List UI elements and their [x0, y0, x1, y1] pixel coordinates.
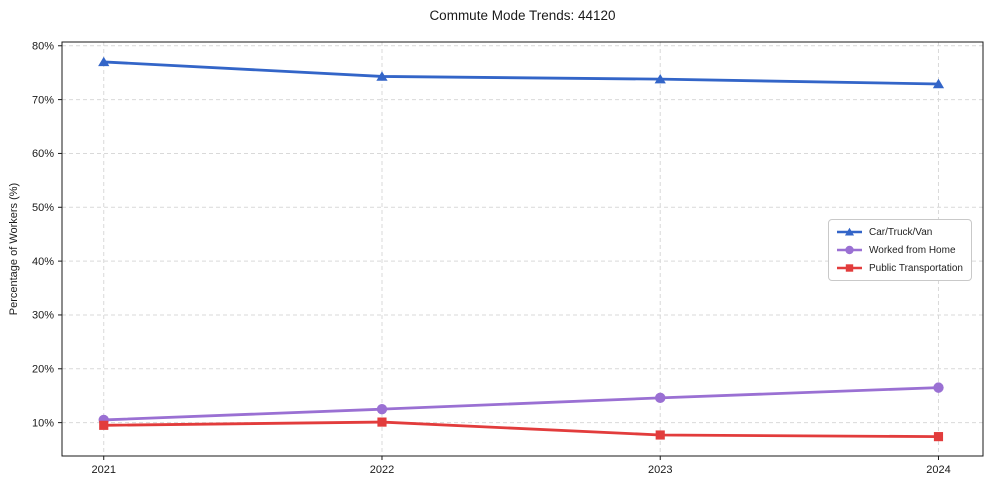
y-axis-label: Percentage of Workers (%) [8, 182, 20, 316]
legend-item-car-truck-van: Car/Truck/Van [836, 226, 964, 238]
y-tick-label: 60% [32, 148, 54, 160]
y-tick-label: 40% [32, 256, 54, 268]
x-tick-label: 2022 [370, 464, 394, 476]
data-point-public-transportation [377, 417, 387, 427]
plot-border [61, 41, 984, 457]
legend-triangle-marker-icon [837, 227, 862, 236]
y-tick-label: 70% [32, 94, 54, 106]
legend-triangle-glyph [844, 227, 855, 236]
data-point-worked-from-home [655, 392, 666, 404]
x-tick-label: 2024 [926, 464, 950, 476]
legend-circle-marker-icon [837, 245, 862, 255]
legend-square-glyph [845, 264, 854, 272]
data-point-worked-from-home [933, 382, 944, 393]
legend-label: Public Transportation [869, 262, 963, 274]
legend-square-marker-icon [837, 264, 862, 272]
series-line-public-transportation [102, 420, 940, 439]
legend-item-public-transportation: Public Transportation [836, 262, 964, 274]
data-point-car-truck-van [376, 71, 388, 81]
x-tick-label: 2023 [648, 464, 672, 476]
data-point-public-transportation [99, 420, 109, 430]
legend: Car/Truck/Van Worked from Home Public Tr… [828, 219, 972, 281]
chart-title: Commute Mode Trends: 44120 [429, 8, 616, 23]
series-line-worked-from-home [102, 386, 940, 422]
y-tick-label: 30% [32, 310, 54, 322]
legend-item-worked-from-home: Worked from Home [836, 244, 964, 256]
y-tick-label: 80% [32, 41, 54, 53]
legend-circle-glyph [845, 245, 854, 255]
legend-label: Car/Truck/Van [869, 226, 933, 238]
data-point-public-transportation [933, 432, 944, 442]
data-point-worked-from-home [376, 403, 388, 415]
x-tick-label: 2021 [91, 464, 115, 476]
series-line-car-truck-van [102, 60, 940, 86]
data-point-car-truck-van [654, 73, 666, 84]
data-point-car-truck-van [98, 56, 110, 67]
y-tick-label: 50% [32, 202, 54, 214]
data-point-public-transportation [655, 430, 665, 440]
y-tick-label: 20% [32, 364, 54, 376]
data-point-car-truck-van [932, 78, 945, 89]
y-tick-label: 10% [32, 417, 54, 429]
legend-label: Worked from Home [869, 244, 956, 256]
